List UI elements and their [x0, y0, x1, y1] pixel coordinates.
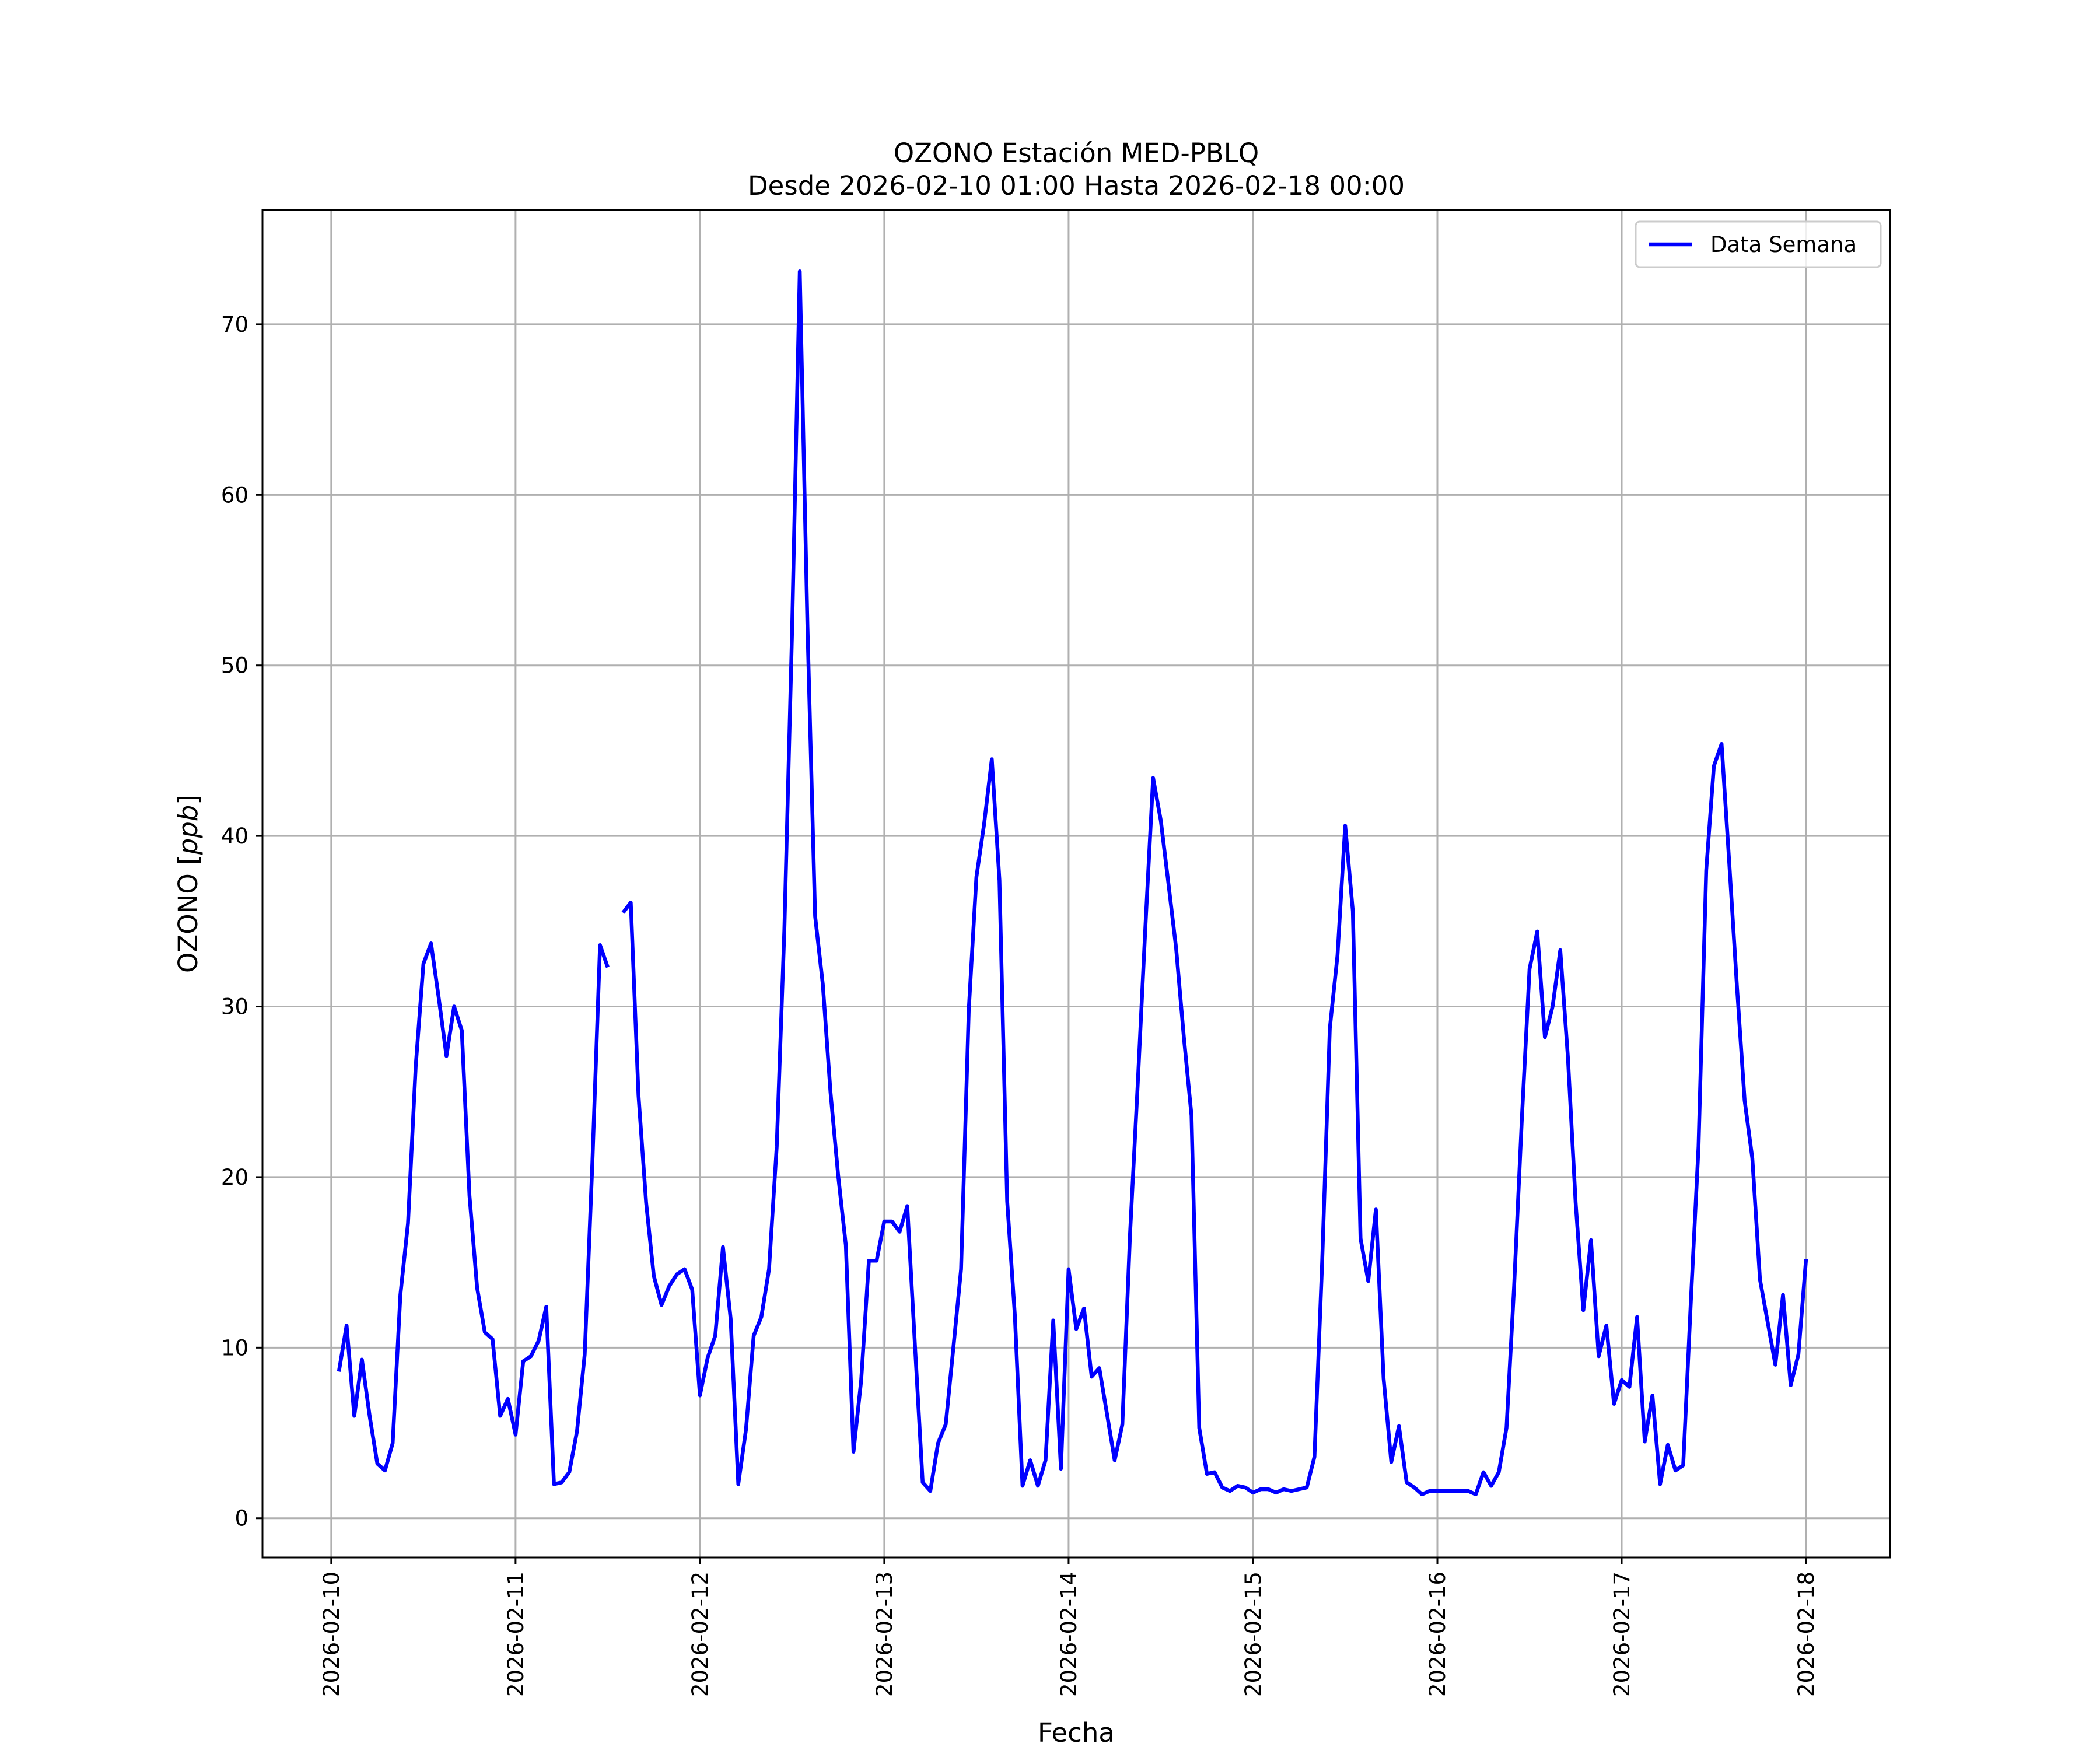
x-tick-label: 2026-02-14	[1056, 1572, 1082, 1697]
y-axis-label: OZONO [ppb]	[173, 794, 204, 973]
chart-title: OZONO Estación MED-PBLQ	[894, 138, 1259, 169]
y-tick-label: 0	[235, 1506, 249, 1531]
y-tick-label: 40	[221, 824, 249, 849]
x-tick-label: 2026-02-11	[503, 1572, 528, 1697]
x-tick-label: 2026-02-17	[1609, 1572, 1634, 1697]
x-axis-label: Fecha	[1038, 1717, 1115, 1748]
y-axis-ticks: 0 10 20 30 40 50 60 70	[221, 312, 262, 1531]
y-tick-label: 10	[221, 1335, 249, 1360]
series-line-data-semana	[621, 270, 1808, 1497]
legend-label-data-semana: Data Semana	[1710, 232, 1857, 257]
y-tick-label: 30	[221, 995, 249, 1020]
x-axis-ticks: 2026-02-10 2026-02-11 2026-02-12 2026-02-13…	[319, 1558, 1819, 1697]
x-tick-label: 2026-02-15	[1241, 1572, 1266, 1697]
y-tick-label: 60	[221, 482, 249, 508]
series-line-data-semana	[337, 942, 610, 1486]
y-axis-label-close: ]	[173, 794, 204, 805]
y-tick-label: 20	[221, 1165, 249, 1190]
chart-subtitle: Desde 2026-02-10 01:00 Hasta 2026-02-18 …	[748, 170, 1405, 201]
series-layer	[337, 270, 1808, 1497]
x-tick-label: 2026-02-13	[872, 1572, 897, 1697]
y-tick-label: 70	[221, 312, 249, 337]
gridlines	[262, 210, 1890, 1558]
x-tick-label: 2026-02-10	[319, 1572, 344, 1697]
x-tick-label: 2026-02-12	[688, 1572, 713, 1697]
y-axis-label-main: OZONO [	[173, 855, 204, 973]
plot-frame	[261, 209, 1891, 1559]
y-tick-label: 50	[221, 653, 249, 678]
legend: Data Semana	[1634, 220, 1882, 268]
y-axis-label-unit: ppb	[173, 805, 204, 856]
x-tick-label: 2026-02-16	[1425, 1572, 1450, 1697]
legend-box	[1634, 220, 1882, 268]
x-tick-label: 2026-02-18	[1794, 1572, 1819, 1697]
